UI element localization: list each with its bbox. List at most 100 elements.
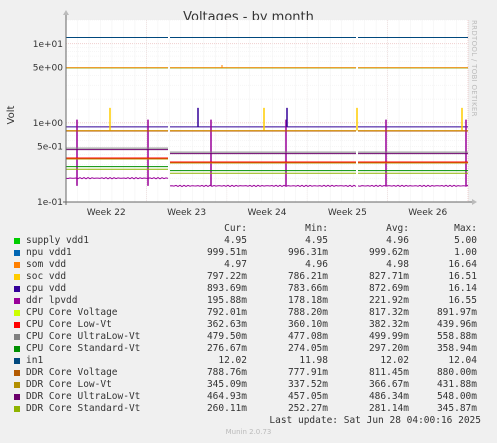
- tick-labels: 1e-01 5e-01 1e+00 5e+00 1e+01 Volt Week 22 Week…: [6, 40, 448, 218]
- legend-name: CPU Core Low-Vt: [26, 319, 112, 330]
- legend-name: CPU Core Standard-Vt: [26, 343, 141, 354]
- legend-cur: 260.11m: [206, 403, 247, 414]
- legend-min: 11.98: [299, 355, 328, 366]
- legend-name: DDR Core UltraLow-Vt: [26, 391, 141, 402]
- legend-row: som vdd 4.97 4.96 4.98 16.64: [14, 259, 484, 271]
- legend-min: 786.21m: [287, 271, 328, 282]
- munin-version: Munin 2.0.73: [225, 428, 272, 436]
- x-tick-label: Week 25: [328, 208, 367, 218]
- legend-row: CPU Core UltraLow-Vt 479.50m 477.08m 499.99…: [14, 331, 484, 343]
- legend-min: 4.96: [305, 259, 328, 270]
- legend-swatch: [14, 310, 20, 316]
- legend-name: soc vdd: [26, 271, 67, 282]
- legend-min: 996.31m: [287, 247, 328, 258]
- grid: [65, 19, 469, 203]
- legend-min: 457.05m: [287, 391, 328, 402]
- legend-row: DDR Core Standard-Vt 260.11m 252.27m 281.14…: [14, 403, 484, 415]
- legend-avg: 486.34m: [368, 391, 409, 402]
- legend-name: cpu vdd: [26, 283, 67, 294]
- legend-name: ddr lpvdd: [26, 295, 78, 306]
- legend-swatch: [14, 274, 20, 280]
- legend-max: 1.00: [454, 247, 477, 258]
- legend-swatch: [14, 262, 20, 268]
- legend-swatch: [14, 322, 20, 328]
- y-axis-arrow: [63, 10, 69, 15]
- legend-name: in1: [26, 355, 44, 366]
- legend-swatch: [14, 382, 20, 388]
- x-tick-label: Week 24: [248, 208, 287, 218]
- legend-avg: 499.99m: [368, 331, 409, 342]
- legend-name: npu vdd1: [26, 247, 72, 258]
- legend-max: 16.51: [448, 271, 477, 282]
- legend-max: 345.87m: [436, 403, 477, 414]
- legend-row: cpu vdd 893.69m 783.66m 872.69m 16.14: [14, 283, 484, 295]
- legend-min: 337.52m: [287, 379, 328, 390]
- legend-row: DDR Core UltraLow-Vt 464.93m 457.05m 486.34…: [14, 391, 484, 403]
- legend-max: 358.94m: [436, 343, 477, 354]
- legend-max: 16.64: [448, 259, 477, 270]
- legend-avg: 366.67m: [368, 379, 409, 390]
- legend-avg: 827.71m: [368, 271, 409, 282]
- legend-max: 880.00m: [436, 367, 477, 378]
- legend-min: 252.27m: [287, 403, 328, 414]
- legend-max: 558.88m: [436, 331, 477, 342]
- legend-avg: 4.96: [386, 235, 409, 246]
- legend-swatch: [14, 334, 20, 340]
- legend-swatch: [14, 406, 20, 412]
- legend-min: 477.08m: [287, 331, 328, 342]
- rrdtool-credit: RRDTOOL / TOBI OETIKER: [470, 20, 478, 117]
- legend-row: DDR Core Low-Vt 345.09m 337.52m 366.67m 431.…: [14, 379, 484, 391]
- y-tick-label: 5e+00: [33, 64, 64, 74]
- legend-row: ddr lpvdd 195.88m 178.18m 221.92m 16.55: [14, 295, 484, 307]
- legend-min: 777.91m: [287, 367, 328, 378]
- legend-min: 178.18m: [287, 295, 328, 306]
- legend-avg: 297.20m: [368, 343, 409, 354]
- legend-max: 16.14: [448, 283, 477, 294]
- chart-svg: 1e-01 5e-01 1e+00 5e+00 1e+01 Volt Week 22 Week…: [6, 10, 477, 218]
- legend-min: 788.20m: [287, 307, 328, 318]
- plot-area: [66, 20, 468, 202]
- legend-name: DDR Core Standard-Vt: [26, 403, 141, 414]
- legend-cur: 276.67m: [206, 343, 247, 354]
- legend-cur: 999.51m: [206, 247, 247, 258]
- legend-max: 439.96m: [436, 319, 477, 330]
- legend-cur: 4.95: [224, 235, 247, 246]
- y-tick-label: 1e+01: [33, 40, 63, 50]
- legend-max: 431.88m: [436, 379, 477, 390]
- legend-min: 274.05m: [287, 343, 328, 354]
- legend-avg: 12.02: [380, 355, 409, 366]
- legend-avg: 872.69m: [368, 283, 409, 294]
- legend-min: 4.95: [305, 235, 328, 246]
- legend-swatch: [14, 358, 20, 364]
- legend-max: 548.00m: [436, 391, 477, 402]
- x-axis-arrow: [472, 199, 477, 205]
- series-line-5: [357, 184, 469, 188]
- legend-max: 891.97m: [436, 307, 477, 318]
- legend-cur: 893.69m: [206, 283, 247, 294]
- series-line-5: [65, 177, 169, 180]
- series-line-5: [169, 184, 357, 188]
- x-tick-label: Week 26: [408, 208, 447, 218]
- legend-avg: 382.32m: [368, 319, 409, 330]
- y-tick-label: 1e-01: [37, 198, 63, 208]
- legend-name: DDR Core Voltage: [26, 367, 118, 378]
- legend-swatch: [14, 394, 20, 400]
- last-update: Last update: Sat Jun 28 04:00:16 2025: [269, 415, 481, 426]
- legend-cur: 12.02: [218, 355, 247, 366]
- y-tick-label: 5e-01: [37, 143, 63, 153]
- legend-cur: 345.09m: [206, 379, 247, 390]
- legend: Cur: Min: Avg: Max: supply vdd1 4.95 4.95 4…: [14, 222, 484, 415]
- legend-row: CPU Core Voltage 792.01m 788.20m 817.32m 891…: [14, 307, 484, 319]
- legend-cur: 195.88m: [206, 295, 247, 306]
- legend-min: 360.10m: [287, 319, 328, 330]
- legend-row: CPU Core Low-Vt 362.63m 360.10m 382.32m 439.…: [14, 319, 484, 331]
- col-min: Min:: [305, 223, 328, 234]
- legend-swatch: [14, 346, 20, 352]
- legend-swatch: [14, 298, 20, 304]
- legend-cur: 788.76m: [206, 367, 247, 378]
- legend-max: 5.00: [454, 235, 477, 246]
- y-axis-label: Volt: [6, 105, 17, 124]
- legend-name: CPU Core UltraLow-Vt: [26, 331, 141, 342]
- legend-row: CPU Core Standard-Vt 276.67m 274.05m 297.20…: [14, 343, 484, 355]
- x-tick-label: Week 22: [87, 208, 126, 218]
